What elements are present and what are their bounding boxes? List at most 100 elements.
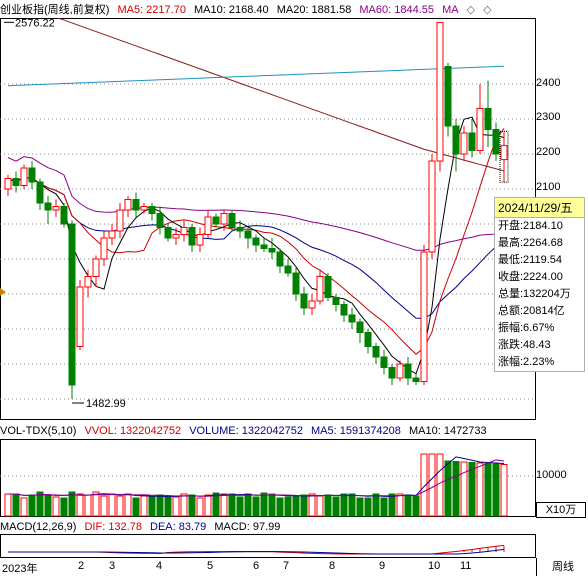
left-edge-marker [0,288,6,296]
volume-bar [132,497,140,517]
volume-bar [196,497,204,517]
candle-body [500,145,508,161]
candle-body [156,213,164,228]
volume-bar [140,495,148,517]
time-axis-label: 7 [283,560,290,572]
candle-body [300,293,308,309]
candle-body [228,213,236,228]
volume-bar [316,495,324,517]
volume-bar [124,493,132,517]
time-axis-label: 6 [253,560,260,572]
volume-header: VOL-TDX(5,10) VVOL: 1322042752 VOLUME: 1… [0,423,492,439]
volume-bar [364,497,372,517]
candle-body [388,367,396,379]
high-value: 最高:2264.68 [498,237,563,249]
period-button[interactable]: 周线 [536,558,588,576]
candle-body [84,276,92,288]
time-axis-label: 5 [207,560,214,572]
volume-frame [0,439,536,517]
candle-body [76,286,84,347]
candle-body [348,314,356,323]
candle-body [92,258,100,277]
candle-body [356,321,364,333]
candle-body [404,363,412,379]
volume-bar [228,493,236,517]
time-axis-label: 4 [156,560,163,572]
volume-bar [108,493,116,517]
candle-body [204,216,212,235]
chart-frame [0,18,536,420]
candle-body [436,21,444,162]
candle-body [492,129,500,155]
candle-body [396,363,404,379]
candle-body [476,108,484,151]
candle-body [372,346,380,358]
amplitude-value: 振幅:6.67% [498,322,555,334]
volume-bar [236,496,244,517]
price-axis-label: 2100 [536,181,561,193]
volume-bar [68,491,76,517]
candle-body [412,377,420,382]
candle-body [36,181,44,204]
volume-bar [428,453,436,517]
macd-chart[interactable] [0,534,536,558]
volume-bar [452,461,460,517]
candle-body [468,132,476,151]
time-axis-label: 9 [379,560,386,572]
volume-bar [44,494,52,517]
time-axis-label: 10 [428,560,441,572]
ma-long-line [56,18,505,172]
candle-body [12,178,20,186]
candle-body [220,213,228,225]
candle-body [188,227,196,246]
macd-readout: MACD: 97.99 [214,521,281,533]
candle-body [132,199,140,211]
volume-axis-label: 10000 [536,469,567,481]
volume-bar [188,494,196,517]
price-chart[interactable]: 2576.22 1482.99 [0,18,536,420]
time-axis-label: 2023年 [2,563,38,575]
volume-chart[interactable] [0,439,536,517]
candle-body [180,227,188,235]
volume-bar [492,463,500,517]
volume-bar [268,493,276,517]
volume-bar [252,496,260,517]
candle-body [148,206,156,214]
price-axis-label: 2200 [536,146,561,158]
volume-bar [220,493,228,517]
ma-top-line [7,65,505,87]
volume-bar [148,496,156,517]
candle-body [196,234,204,246]
volume-bar [244,493,252,517]
expand-icon[interactable]: ◇ [466,4,476,16]
volume-bar [372,493,380,517]
candle-body [20,167,28,186]
time-axis-label: 8 [329,560,336,572]
candle-body [308,300,316,309]
volume-bar [100,495,108,517]
low-price-label: 1482.99 [86,398,126,410]
settings-icon[interactable]: ◇ [483,4,492,16]
volume-bar [484,463,492,517]
candle-body [276,251,284,267]
candle-body [340,304,348,316]
price-axis-label: 2400 [536,77,561,89]
candle-body [236,227,244,232]
candle-body [260,244,268,249]
time-axis: 2023年 2 3 4 5 6 7 8 9 10 11 [0,558,536,576]
change-pct-value: 涨幅:2.23% [498,356,555,368]
volume-bar [300,494,308,517]
vol-ma5-readout: MA5: 1591374208 [311,425,401,437]
volume-bar [52,496,60,517]
volume-bar [388,493,396,517]
volume-bar [116,495,124,517]
candle-body [452,125,460,155]
price-axis-label: 2300 [536,111,561,123]
volume-bar [436,453,444,517]
volume-bar [92,491,100,517]
amount-value: 总额:20814亿 [498,305,565,317]
macd-header: MACD(12,26,9) DIF: 132.78 DEA: 83.79 MAC… [0,519,286,535]
open-value: 开盘:2184.10 [498,220,563,232]
volume-ma10-line [8,459,505,497]
